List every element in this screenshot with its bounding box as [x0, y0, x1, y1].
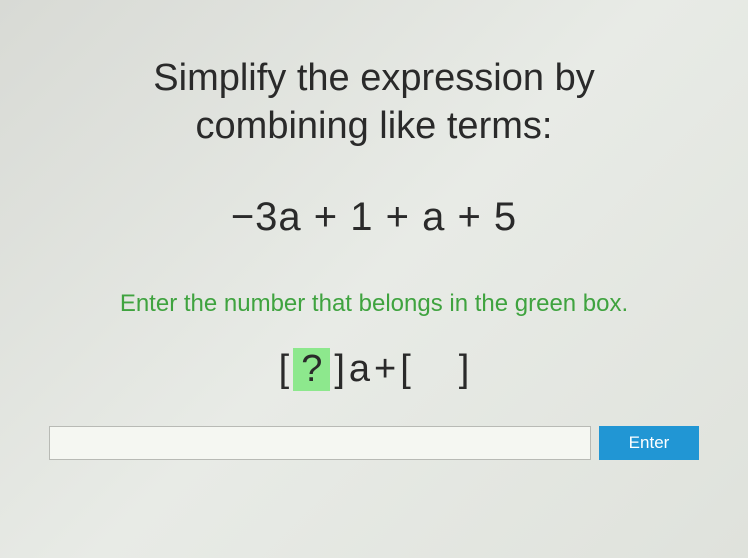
answer-template: [?]a + [ ]: [279, 348, 470, 391]
answer-input[interactable]: [49, 426, 591, 460]
enter-button[interactable]: Enter: [599, 426, 699, 460]
input-row: Enter: [49, 426, 699, 460]
math-expression: −3a + 1 + a + 5: [231, 195, 517, 240]
title-line-1: Simplify the expression by: [153, 57, 594, 99]
bracket-open-1: [: [279, 348, 290, 391]
instruction-text: Enter the number that belongs in the gre…: [120, 290, 628, 318]
bracket-open-2: [: [400, 348, 411, 391]
green-answer-box[interactable]: ?: [293, 348, 330, 391]
variable-a: a: [349, 348, 370, 391]
bracket-close-2: ]: [459, 348, 470, 391]
plus-sign: +: [374, 348, 396, 391]
question-title: Simplify the expression by combining lik…: [153, 55, 594, 150]
title-line-2: combining like terms:: [196, 105, 553, 147]
bracket-close-1: ]: [334, 348, 345, 391]
